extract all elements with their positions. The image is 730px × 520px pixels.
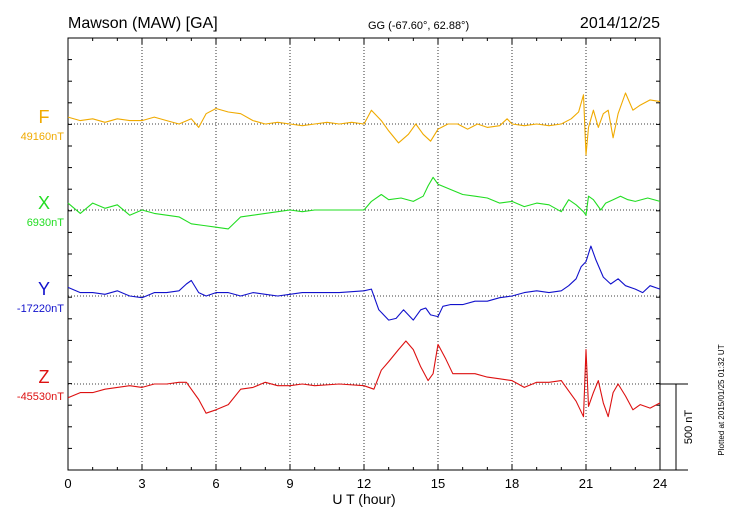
series-labels: F 49160nT X 6930nT Y -17220nT Z -45530nT	[17, 107, 64, 403]
station-coordinates: GG (-67.60°, 62.88°)	[368, 20, 469, 32]
x-tick-labels: 0 3 6 9 12 15 18 21 24	[64, 476, 667, 491]
plotted-at-note: Plotted at 2015/01/25 01:32 UT	[717, 344, 726, 455]
series-lines	[67, 92, 661, 418]
scale-bar-label: 500 nT	[683, 410, 695, 445]
axis-ticks	[67, 38, 661, 470]
x-tick-label: 21	[579, 476, 593, 491]
grid-lines	[68, 38, 660, 470]
x-tick-label: 6	[212, 476, 219, 491]
series-baseline-f: 49160nT	[21, 131, 65, 143]
series-baseline-z: -45530nT	[17, 391, 64, 403]
series-line-z	[67, 340, 661, 418]
x-tick-label: 3	[138, 476, 145, 491]
x-tick-label: 18	[505, 476, 519, 491]
series-line-f	[67, 92, 661, 156]
x-tick-label: 12	[357, 476, 371, 491]
series-line-y	[67, 245, 661, 321]
x-tick-label: 0	[64, 476, 71, 491]
series-name-y: Y	[38, 279, 50, 299]
scale-bar: 500 nT	[660, 383, 695, 471]
x-tick-label: 9	[286, 476, 293, 491]
series-name-z: Z	[39, 367, 50, 387]
series-name-f: F	[39, 107, 50, 127]
chart-title: Mawson (MAW) [GA]	[68, 15, 218, 32]
chart-date: 2014/12/25	[580, 15, 660, 32]
series-baseline-y: -17220nT	[17, 303, 64, 315]
series-baseline-x: 6930nT	[27, 217, 65, 229]
x-tick-label: 24	[653, 476, 667, 491]
series-line-x	[67, 176, 661, 230]
series-name-x: X	[38, 193, 50, 213]
x-axis-label: U T (hour)	[332, 491, 395, 507]
x-tick-label: 15	[431, 476, 445, 491]
